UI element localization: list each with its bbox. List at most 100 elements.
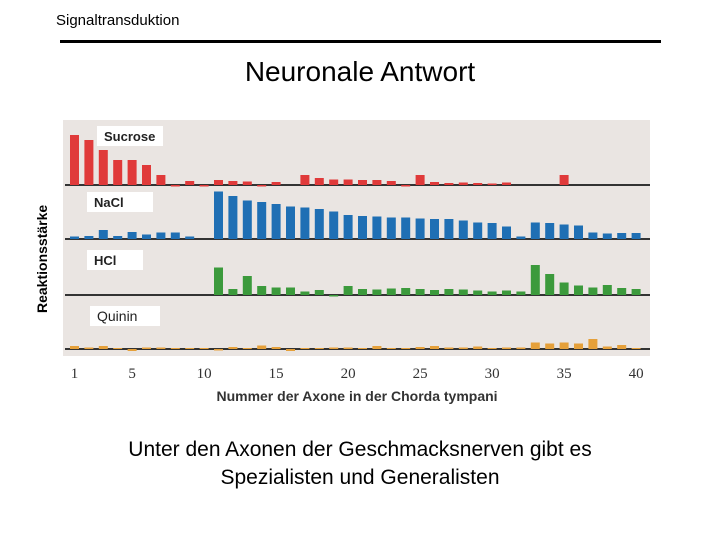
bar bbox=[545, 343, 555, 349]
bar bbox=[98, 346, 108, 349]
bar bbox=[415, 289, 425, 295]
bar bbox=[156, 232, 166, 239]
bar bbox=[386, 348, 396, 349]
bar bbox=[84, 140, 94, 185]
bar bbox=[142, 165, 151, 185]
bar bbox=[271, 182, 281, 185]
bar bbox=[588, 232, 598, 239]
bar bbox=[286, 349, 295, 351]
bar bbox=[257, 202, 267, 239]
bar bbox=[631, 289, 641, 295]
bar bbox=[142, 347, 151, 349]
x-tick-label: 25 bbox=[413, 366, 428, 382]
bar bbox=[228, 347, 238, 349]
bar bbox=[588, 287, 598, 295]
bar bbox=[444, 183, 454, 185]
bar bbox=[602, 285, 612, 295]
x-axis-label: Nummer der Axone in der Chorda tympani bbox=[216, 388, 497, 404]
bar bbox=[487, 183, 497, 185]
bar bbox=[113, 348, 123, 349]
series-label: HCl bbox=[94, 253, 116, 268]
bar bbox=[300, 207, 310, 239]
bar bbox=[156, 175, 166, 185]
bar bbox=[142, 234, 151, 239]
caption-line-2: Spezialisten und Generalisten bbox=[220, 466, 500, 489]
bar bbox=[415, 175, 425, 185]
bar bbox=[473, 183, 483, 185]
caption-line-1: Unter den Axonen der Geschmacksnerven gi… bbox=[128, 438, 592, 461]
bar bbox=[574, 343, 583, 349]
section-header: Signaltransduktion bbox=[56, 12, 180, 29]
bar bbox=[300, 348, 310, 349]
bar bbox=[70, 236, 79, 239]
bar bbox=[473, 222, 483, 239]
bar bbox=[329, 211, 339, 239]
bar bbox=[156, 347, 166, 349]
bar bbox=[430, 219, 439, 239]
bar bbox=[358, 289, 367, 295]
bar bbox=[458, 347, 468, 349]
bar bbox=[242, 200, 252, 239]
bar bbox=[343, 215, 353, 239]
bar bbox=[502, 226, 511, 239]
bar bbox=[300, 175, 310, 185]
series-label: NaCl bbox=[94, 195, 124, 210]
bar bbox=[170, 185, 180, 187]
bar bbox=[214, 349, 223, 351]
y-axis-label: Reaktionsstärke bbox=[34, 204, 50, 313]
x-tick-label: 30 bbox=[485, 366, 500, 382]
bar bbox=[530, 222, 540, 239]
bar bbox=[113, 236, 123, 239]
bar bbox=[617, 345, 627, 349]
bar bbox=[170, 348, 180, 349]
bar bbox=[617, 288, 627, 295]
bar bbox=[502, 290, 511, 295]
bar bbox=[214, 267, 223, 295]
bar bbox=[257, 185, 267, 187]
bar bbox=[242, 276, 252, 295]
bar bbox=[444, 289, 454, 295]
bar bbox=[401, 288, 411, 295]
bar bbox=[286, 287, 295, 295]
bar bbox=[199, 185, 209, 187]
header-rule bbox=[60, 40, 661, 43]
bar bbox=[329, 179, 339, 185]
bar bbox=[487, 223, 497, 239]
bar bbox=[214, 191, 223, 239]
bar bbox=[98, 230, 108, 239]
bar bbox=[271, 347, 281, 349]
bar bbox=[631, 233, 641, 239]
bar bbox=[214, 180, 223, 185]
bar bbox=[602, 233, 612, 239]
bar bbox=[559, 175, 569, 185]
bar bbox=[271, 287, 281, 295]
bar bbox=[314, 209, 324, 239]
bar bbox=[185, 236, 195, 239]
bar bbox=[574, 285, 583, 295]
bar bbox=[228, 289, 238, 295]
series-label: Quinin bbox=[97, 308, 137, 324]
bar bbox=[631, 348, 641, 349]
bar bbox=[401, 217, 411, 239]
series-label: Sucrose bbox=[104, 129, 155, 144]
series-label-box bbox=[87, 250, 143, 270]
bar bbox=[430, 346, 439, 349]
bar bbox=[242, 181, 252, 185]
bar bbox=[516, 236, 526, 239]
bar bbox=[185, 348, 195, 349]
bar bbox=[588, 339, 598, 349]
slide-title: Neuronale Antwort bbox=[244, 56, 476, 87]
bar bbox=[358, 216, 367, 239]
x-tick-label: 10 bbox=[197, 366, 212, 382]
bar bbox=[314, 290, 324, 295]
bar bbox=[70, 135, 79, 185]
bar bbox=[415, 347, 425, 349]
bar bbox=[516, 347, 526, 349]
bar bbox=[487, 348, 497, 349]
bar bbox=[228, 196, 238, 239]
bar bbox=[602, 346, 612, 349]
bar bbox=[401, 185, 411, 187]
x-tick-label: 35 bbox=[557, 366, 572, 382]
bar bbox=[559, 282, 569, 295]
